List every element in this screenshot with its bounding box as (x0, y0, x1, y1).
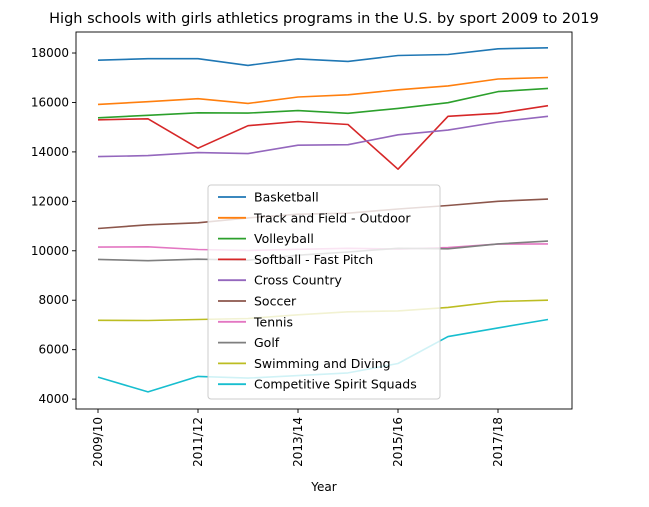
legend-label: Basketball (254, 190, 319, 205)
legend-label: Golf (254, 335, 280, 350)
y-tick-label: 12000 (31, 194, 69, 208)
y-tick-label: 6000 (38, 343, 69, 357)
legend-label: Competitive Spirit Squads (254, 377, 417, 392)
legend-label: Track and Field - Outdoor (253, 210, 411, 225)
y-tick-label: 18000 (31, 46, 69, 60)
x-tick-label: 2017/18 (491, 417, 505, 467)
series-line (98, 88, 548, 117)
x-tick-label: 2013/14 (291, 417, 305, 467)
legend-label: Tennis (253, 314, 293, 329)
legend: Basketball Track and Field - Outdoor Volle… (208, 185, 440, 399)
legend-label: Soccer (254, 294, 297, 309)
x-axis-label: Year (310, 480, 336, 494)
series-line (98, 78, 548, 105)
x-tick-label: 2011/12 (191, 417, 205, 467)
y-tick-label: 14000 (31, 145, 69, 159)
plot-area: 4000 6000 8000 10000 12000 14000 16000 18000 200… (31, 32, 572, 467)
x-tick-label: 2009/10 (91, 417, 105, 467)
legend-label: Swimming and Diving (254, 356, 391, 371)
legend-label: Cross Country (254, 273, 342, 288)
legend-label: Volleyball (254, 231, 314, 246)
y-tick-label: 4000 (38, 392, 69, 406)
y-tick-label: 16000 (31, 95, 69, 109)
y-tick-label: 10000 (31, 244, 69, 258)
legend-label: Softball - Fast Pitch (254, 252, 373, 267)
x-tick-label: 2015/16 (391, 417, 405, 467)
y-tick-label: 8000 (38, 293, 69, 307)
chart-title: High schools with girls athletics progra… (49, 11, 599, 27)
series-line (98, 48, 548, 66)
